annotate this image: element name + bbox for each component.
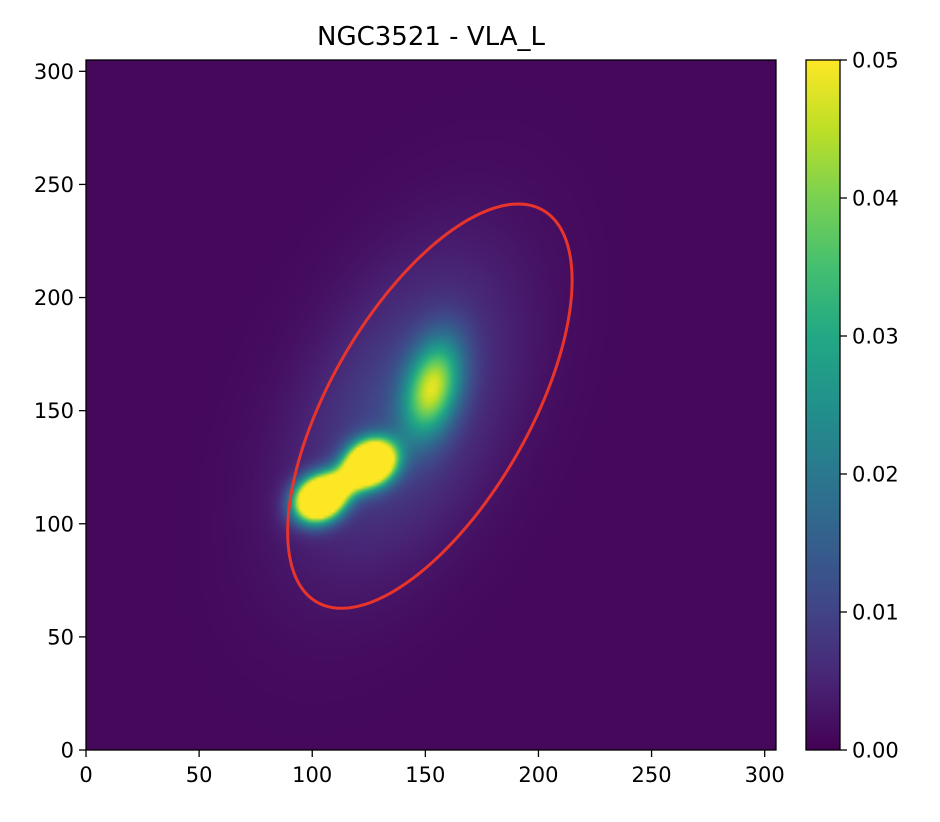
plot-frame [85,59,777,751]
y-tick-label: 250 [34,173,74,197]
y-tick-label: 50 [47,625,74,649]
y-tick-label: 200 [34,286,74,310]
colorbar-tick-label: 0.01 [852,601,899,625]
y-tick-label: 300 [34,60,74,84]
colorbar-axis: 0.00 0.01 0.02 0.03 0.04 0.05 [840,49,899,763]
y-tick-label: 150 [34,399,74,423]
colorbar-tick-label: 0.00 [852,739,899,763]
x-tick-label: 300 [745,763,785,787]
y-axis: 0 50 100 150 200 250 300 [34,60,86,763]
x-axis: 0 50 100 150 200 250 300 [79,750,785,787]
colorbar-tick-label: 0.04 [852,187,899,211]
x-tick-label: 0 [79,763,92,787]
x-tick-label: 200 [518,763,558,787]
y-tick-label: 100 [34,512,74,536]
aperture-ellipse [286,202,574,610]
colorbar [805,59,841,751]
y-tick-label: 0 [61,739,74,763]
heatmap-image [86,60,776,750]
chart-title: NGC3521 - VLA_L [317,22,545,52]
colorbar-tick-label: 0.02 [852,463,899,487]
x-tick-label: 250 [632,763,672,787]
aperture-ellipse-layer [286,202,574,610]
x-tick-label: 150 [405,763,445,787]
colorbar-tick-label: 0.05 [852,49,899,73]
x-tick-label: 100 [292,763,332,787]
colorbar-tick-label: 0.03 [852,325,899,349]
x-tick-label: 50 [186,763,213,787]
